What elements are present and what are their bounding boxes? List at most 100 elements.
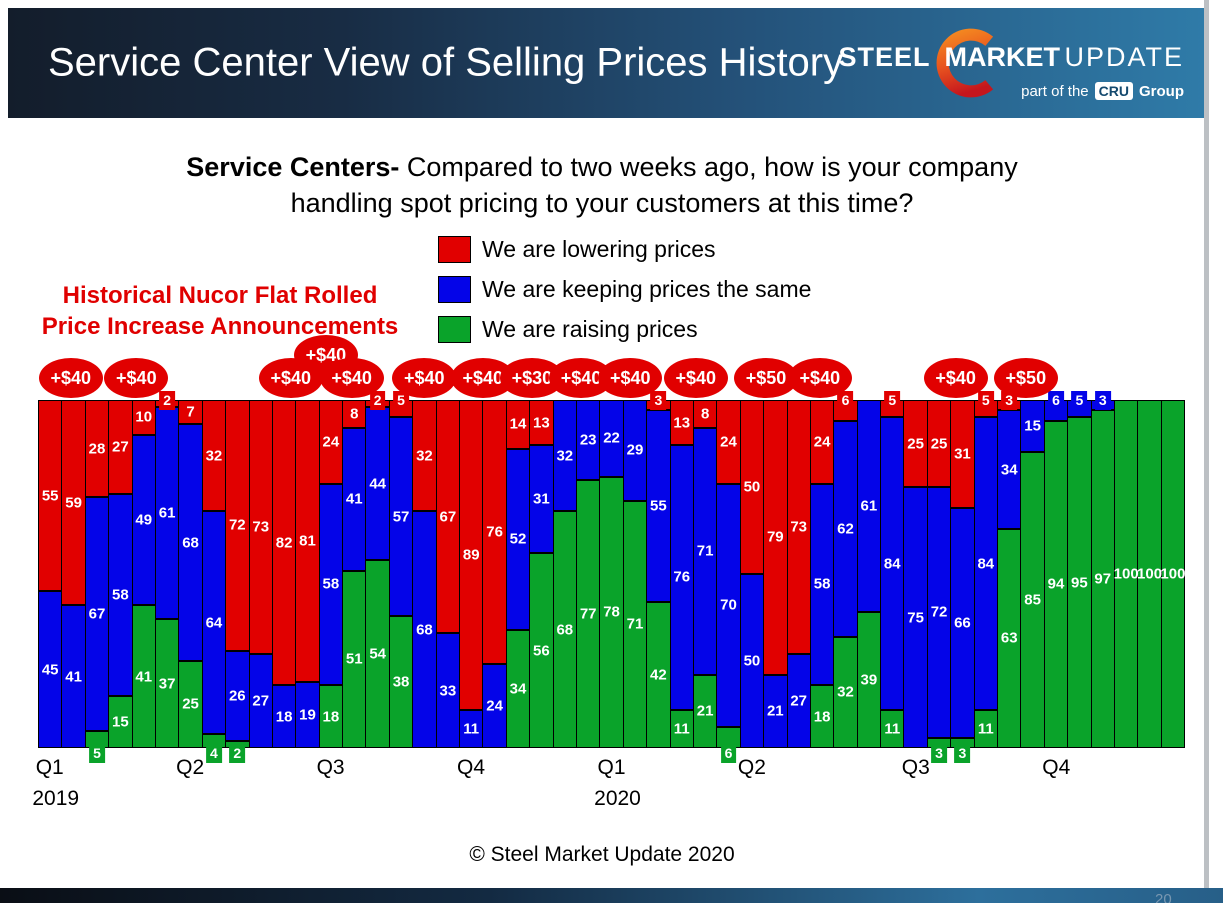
bar-segment-lowering: 31 xyxy=(950,400,975,508)
bar-segment-raising: 97 xyxy=(1090,410,1115,748)
segment-label: 32 xyxy=(837,683,854,701)
bar-segment-keeping: 18 xyxy=(271,685,297,748)
bar-segment-keeping: 49 xyxy=(131,434,156,606)
price-increase-bubble: +$40 xyxy=(319,358,384,398)
legend-item-keeping: We are keeping prices the same xyxy=(438,275,811,303)
bar: 3 97 xyxy=(1090,391,1115,748)
segment-label: 34 xyxy=(1000,461,1018,479)
bar-segment-raising: 38 xyxy=(388,615,414,748)
segment-label: 63 xyxy=(1000,629,1018,647)
bar-segment-keeping: 45 xyxy=(38,591,63,748)
bar-segment-keeping: 68 xyxy=(412,511,437,748)
segment-label: 68 xyxy=(416,621,433,639)
quarter-label: Q4 xyxy=(457,756,486,779)
bar: 3 55 42 xyxy=(646,391,671,748)
segment-label: 95 xyxy=(1071,574,1088,592)
bar-segment-raising: 71 xyxy=(622,500,648,748)
bar-segment-raising: 37 xyxy=(154,619,180,748)
brand-update: UPDATE xyxy=(1064,42,1184,72)
bar-segment-keeping: 58 xyxy=(809,483,835,686)
segment-label: 76 xyxy=(486,523,503,541)
segment-label: 67 xyxy=(88,605,106,623)
bar-segment-keeping: 41 xyxy=(342,427,367,571)
price-increase-bubble: +$40 xyxy=(104,358,169,398)
segment-label: 100 xyxy=(1160,565,1186,583)
price-increase-bubble: +$40 xyxy=(663,358,728,398)
nucor-note-line1: Historical Nucor Flat Rolled xyxy=(62,282,378,309)
segment-label: 19 xyxy=(299,706,316,724)
segment-label: 24 xyxy=(720,433,737,451)
bar-segment-keeping: 75 xyxy=(903,487,928,748)
bar-segment-keeping: 84 xyxy=(973,417,999,710)
bar-segment-lowering: 25 xyxy=(903,400,928,487)
bar: 76 24 xyxy=(482,400,507,748)
segment-label: 11 xyxy=(673,720,690,738)
price-increase-bubble: +$50 xyxy=(993,358,1058,398)
quarter-label: Q1 xyxy=(35,756,64,779)
crescent-icon xyxy=(936,28,994,98)
bar-segment-lowering: 24 xyxy=(716,400,741,484)
bar: 23 77 xyxy=(575,400,601,748)
segment-label: 100 xyxy=(1137,565,1163,583)
segment-label: 64 xyxy=(205,614,223,632)
segment-badge: 6 xyxy=(720,744,737,763)
bottom-strip: 20 xyxy=(0,888,1223,903)
segment-label: 27 xyxy=(790,692,808,710)
bar-segment-keeping: 27 xyxy=(786,654,811,748)
segment-badge: 3 xyxy=(954,744,971,763)
bar-segment-lowering: 82 xyxy=(271,400,297,686)
segment-label: 100 xyxy=(1113,565,1139,583)
bar-segment-raising: 63 xyxy=(997,528,1022,748)
bar-segment-keeping: 58 xyxy=(108,493,133,696)
bar-segment-lowering: 79 xyxy=(763,400,788,675)
segment-label: 32 xyxy=(556,447,574,465)
bar: 3 34 63 xyxy=(997,391,1022,748)
segment-badge: 5 xyxy=(89,744,105,763)
nucor-note-line2: Price Increase Announcements xyxy=(41,313,399,341)
bar-segment-lowering: 8 xyxy=(692,400,718,428)
segment-label: 73 xyxy=(252,518,270,536)
segment-label: 49 xyxy=(135,511,153,529)
segment-badge: 2 xyxy=(229,744,246,763)
segment-label: 41 xyxy=(135,668,153,686)
bar-segment-keeping: 15 xyxy=(1020,400,1045,453)
segment-label: 70 xyxy=(720,596,737,614)
bar: 8 71 21 xyxy=(692,400,718,748)
bar: 67 33 xyxy=(435,400,461,748)
bar: 29 71 xyxy=(622,400,648,748)
bar-segment-raising: 11 xyxy=(973,709,999,748)
bar-segment-lowering: 27 xyxy=(108,400,133,494)
bar-segment-keeping: 61 xyxy=(856,400,882,613)
bar: 59 41 xyxy=(61,400,86,748)
bar-segment-raising: 18 xyxy=(318,685,344,748)
legend-swatch-keeping xyxy=(438,275,471,303)
segment-label: 67 xyxy=(439,508,457,526)
segment-label: 85 xyxy=(1024,591,1041,609)
segment-label: 11 xyxy=(884,720,901,738)
segment-label: 72 xyxy=(228,516,246,534)
price-increase-bubble: +$40 xyxy=(598,358,663,398)
segment-label: 11 xyxy=(977,720,994,738)
segment-label: 76 xyxy=(673,568,691,586)
segment-label: 97 xyxy=(1094,570,1112,588)
survey-question: Service Centers- Compared to two weeks a… xyxy=(152,150,1052,221)
legend-item-lowering: We are lowering prices xyxy=(438,235,811,263)
bar-segment-keeping: 29 xyxy=(622,400,648,501)
bar-segment-lowering: 59 xyxy=(61,400,86,606)
bar-segment-keeping: 11 xyxy=(459,709,484,748)
year-label: 2020 xyxy=(594,787,641,810)
segment-badge: 4 xyxy=(206,744,222,763)
bar: 22 78 xyxy=(599,400,624,748)
bar: 24 70 6 xyxy=(716,400,741,763)
segment-label: 21 xyxy=(696,702,714,720)
bar-segment-keeping: 22 xyxy=(599,400,624,477)
bar: 5 84 11 xyxy=(880,391,905,748)
segment-label: 45 xyxy=(41,661,59,679)
segment-label: 51 xyxy=(345,650,363,668)
segment-badge: 3 xyxy=(650,391,667,410)
segment-badge: 3 xyxy=(931,744,947,763)
brand-logo: STEEL MARKET UPDATE part of the CRU Group xyxy=(839,8,1188,118)
segment-label: 58 xyxy=(112,586,129,604)
bar-segment-keeping: 26 xyxy=(225,650,250,742)
bar: 25 72 3 xyxy=(926,400,952,763)
